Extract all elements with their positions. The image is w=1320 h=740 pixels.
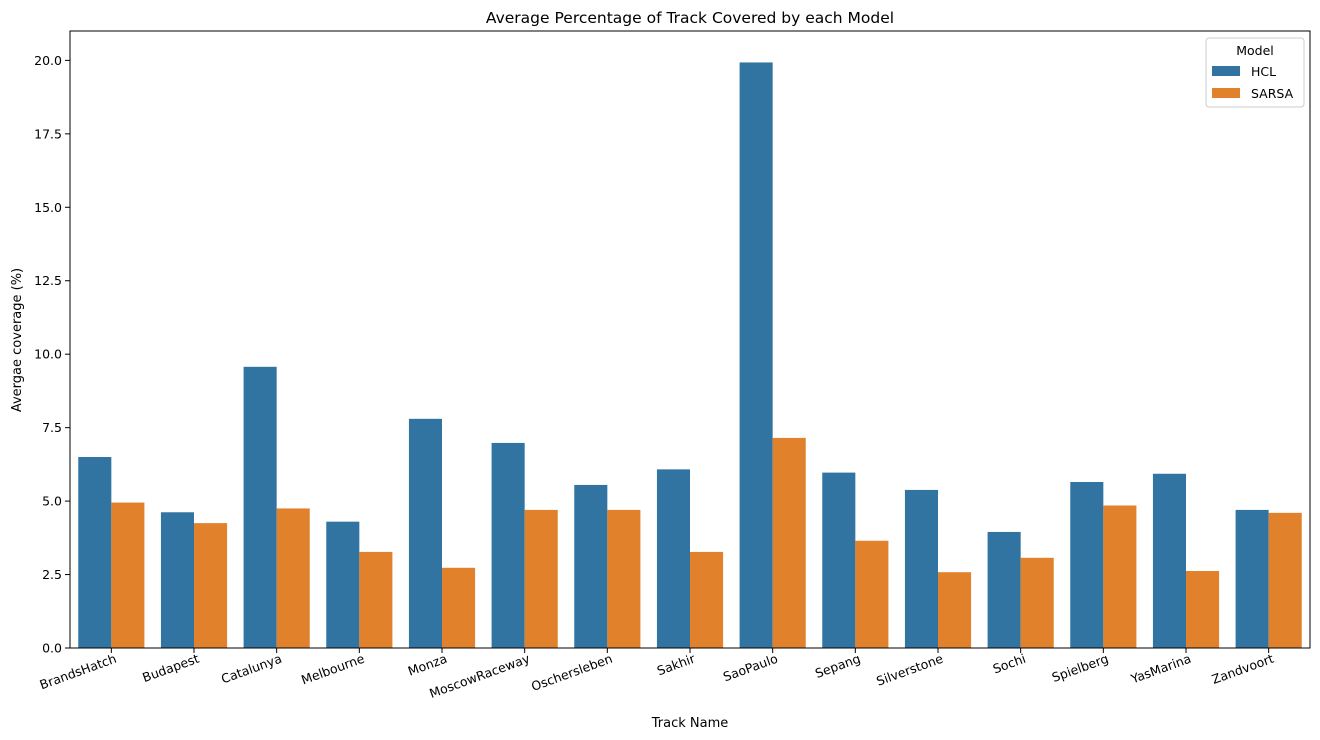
bar-sarsa-sepang: [855, 540, 889, 648]
y-tick-label: 0.0: [42, 641, 62, 656]
bar-hcl-silverstone: [904, 489, 938, 648]
y-tick-label: 10.0: [34, 347, 62, 362]
y-tick-label: 2.5: [42, 567, 62, 582]
bar-hcl-catalunya: [243, 366, 277, 648]
bar-sarsa-budapest: [194, 523, 228, 648]
legend-label-hcl: HCL: [1251, 64, 1276, 79]
bar-sarsa-silverstone: [938, 572, 972, 648]
chart-title: Average Percentage of Track Covered by e…: [486, 9, 894, 27]
bar-hcl-oschersleben: [574, 484, 608, 648]
bars-group: [78, 62, 1302, 648]
y-tick-label: 15.0: [34, 200, 62, 215]
x-tick-label: BrandsHatch: [38, 651, 119, 693]
bar-sarsa-moscowraceway: [524, 509, 558, 648]
y-axis-title: Avergae coverage (%): [10, 268, 25, 412]
y-tick-label: 12.5: [34, 273, 62, 288]
x-tick-label: Sochi: [991, 651, 1028, 677]
y-tick-label: 7.5: [42, 420, 62, 435]
bar-sarsa-sochi: [1020, 557, 1054, 648]
y-tick-label: 17.5: [34, 126, 62, 141]
x-tick-label: Oschersleben: [529, 651, 614, 694]
bar-hcl-budapest: [160, 512, 194, 648]
x-tick-label: Catalunya: [219, 651, 284, 687]
bar-hcl-melbourne: [326, 521, 360, 648]
bar-hcl-yasmarina: [1152, 473, 1186, 648]
bar-sarsa-catalunya: [276, 508, 310, 648]
x-tick-label: Sepang: [813, 651, 862, 681]
bar-sarsa-brandshatch: [111, 502, 145, 648]
bar-hcl-monza: [408, 418, 442, 648]
x-tick-label: Sakhir: [655, 650, 698, 678]
x-axis: BrandsHatch Budapest Catalunya Melbourne Mon…: [38, 648, 1276, 701]
bar-sarsa-yasmarina: [1186, 571, 1220, 648]
bar-hcl-sepang: [822, 472, 856, 648]
x-tick-label: Monza: [406, 651, 449, 679]
x-tick-label: SaoPaulo: [721, 651, 780, 685]
bar-sarsa-sakhir: [690, 551, 724, 648]
x-tick-label: Silverstone: [874, 651, 945, 689]
legend-title: Model: [1236, 43, 1274, 58]
y-axis: 0.0 2.5 5.0 7.5 10.0 12.5 15.0 17.5 20.0: [34, 53, 70, 656]
legend-label-sarsa: SARSA: [1251, 86, 1294, 101]
y-tick-label: 5.0: [42, 494, 62, 509]
x-tick-label: Melbourne: [299, 651, 366, 688]
bar-sarsa-monza: [442, 567, 476, 648]
y-tick-label: 20.0: [34, 53, 62, 68]
bar-hcl-moscowraceway: [491, 442, 525, 648]
legend: Model HCL SARSA: [1205, 37, 1305, 108]
bar-sarsa-zandvoort: [1268, 512, 1302, 648]
x-tick-label: Budapest: [140, 651, 201, 685]
bar-sarsa-saopaulo: [772, 437, 806, 648]
bar-sarsa-melbourne: [359, 551, 393, 648]
bar-hcl-brandshatch: [78, 457, 112, 648]
bar-hcl-sakhir: [656, 469, 690, 648]
bar-hcl-sochi: [987, 531, 1021, 648]
bar-hcl-saopaulo: [739, 62, 773, 648]
x-tick-label: Zandvoort: [1210, 651, 1276, 687]
legend-swatch-hcl: [1212, 66, 1240, 76]
bar-hcl-zandvoort: [1235, 509, 1269, 648]
x-tick-label: YasMarina: [1128, 651, 1193, 687]
bar-sarsa-oschersleben: [607, 509, 641, 648]
bar-sarsa-spielberg: [1103, 505, 1137, 648]
legend-swatch-sarsa: [1212, 88, 1240, 98]
x-tick-label: Spielberg: [1050, 651, 1111, 685]
bar-hcl-spielberg: [1070, 482, 1104, 648]
x-axis-title: Track Name: [651, 716, 729, 731]
